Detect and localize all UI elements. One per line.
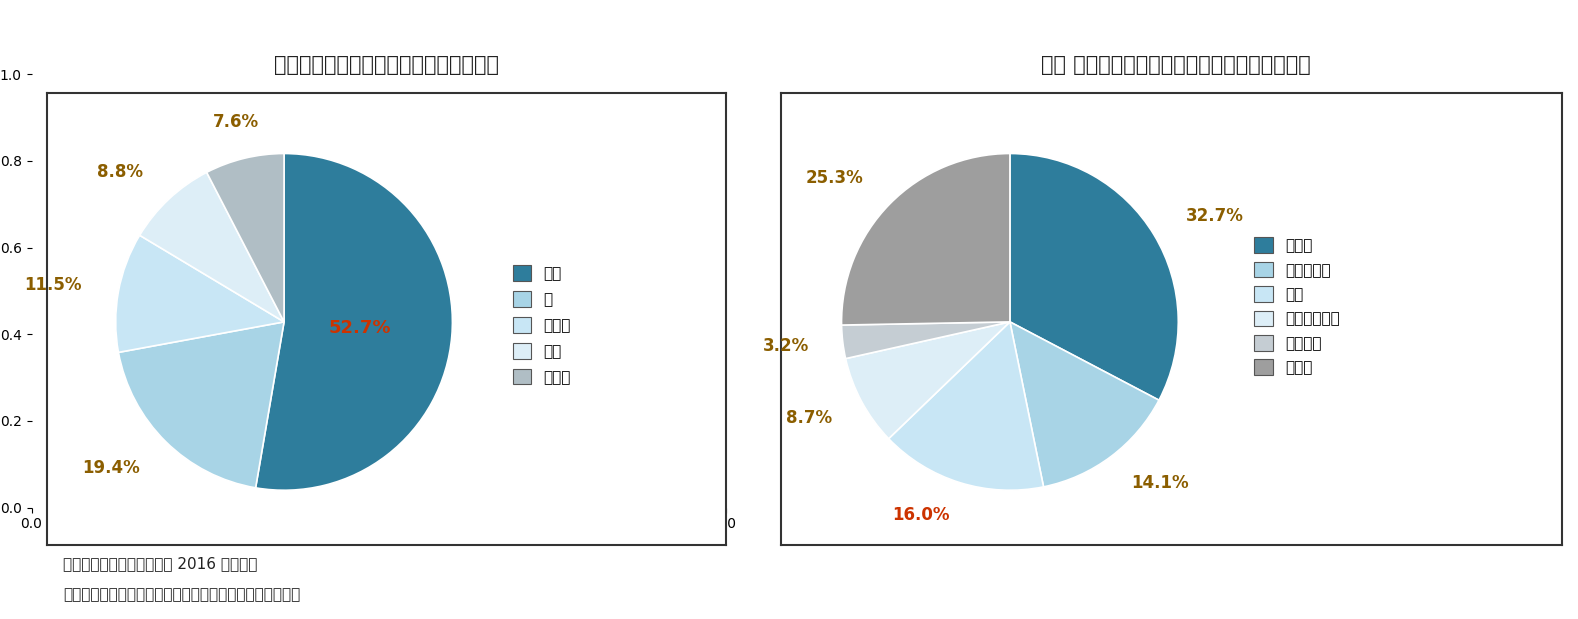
Text: 8.8%: 8.8% [98,163,144,181]
Text: 図２ 都内で発生した強制わいせつの場所別割合: 図２ 都内で発生した強制わいせつの場所別割合 [1041,55,1310,75]
Text: 11.5%: 11.5% [24,276,82,294]
Wedge shape [841,322,1010,358]
Text: 52.7%: 52.7% [328,319,391,337]
Wedge shape [888,322,1043,490]
Text: 19.4%: 19.4% [82,459,140,477]
Text: （注意）図１、図２ともに 2016 年の数値: （注意）図１、図２ともに 2016 年の数値 [63,556,257,571]
Wedge shape [118,322,284,488]
Wedge shape [140,172,284,322]
Text: 14.1%: 14.1% [1131,474,1188,493]
Text: 3.2%: 3.2% [764,337,810,355]
Wedge shape [207,154,284,322]
Text: 8.7%: 8.7% [786,409,832,426]
Wedge shape [1010,322,1158,487]
Wedge shape [1010,154,1179,400]
Text: 25.3%: 25.3% [805,169,863,187]
Legend: 道路上, 中高層住宅, 電車, その他の住宅, 都市公園, その他: 道路上, 中高層住宅, 電車, その他の住宅, 都市公園, その他 [1255,238,1340,375]
Text: （資料）図１、図２ともに警視庁ホームページより作成。: （資料）図１、図２ともに警視庁ホームページより作成。 [63,587,300,602]
Wedge shape [846,322,1010,439]
Wedge shape [256,154,453,490]
Text: 図１　都内で発生した痴漢の場所別割合: 図１ 都内で発生した痴漢の場所別割合 [275,55,499,75]
Legend: 電車, 駅, 店舗内, 路上, その他: 電車, 駅, 店舗内, 路上, その他 [513,265,571,385]
Text: 32.7%: 32.7% [1185,207,1243,225]
Wedge shape [115,235,284,352]
Wedge shape [841,154,1010,325]
Text: 7.6%: 7.6% [213,113,259,131]
Text: 16.0%: 16.0% [893,506,950,524]
